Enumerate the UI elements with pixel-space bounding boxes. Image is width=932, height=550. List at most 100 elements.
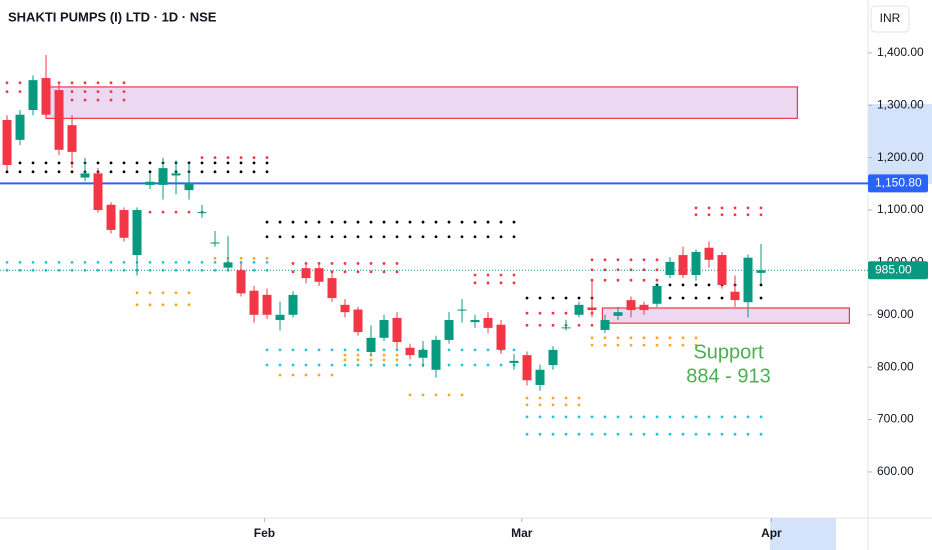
level-dot <box>720 296 724 300</box>
candle-body <box>522 355 532 381</box>
level-dot <box>395 270 399 274</box>
level-dot <box>655 278 659 282</box>
level-dot <box>473 348 477 352</box>
level-dot <box>265 363 269 367</box>
candle-body <box>535 369 545 385</box>
level-dot <box>148 161 152 165</box>
level-dot <box>44 161 48 165</box>
level-dot <box>499 363 503 367</box>
level-dot <box>291 235 295 239</box>
candle-body <box>353 309 363 333</box>
candle-body <box>717 255 727 285</box>
level-dot <box>109 90 113 94</box>
level-dot <box>590 258 594 262</box>
level-dot <box>96 261 100 264</box>
level-dot <box>603 268 607 272</box>
level-dot <box>161 291 165 295</box>
level-dot <box>746 206 750 210</box>
currency: INR <box>880 11 901 25</box>
level <box>291 262 399 265</box>
level-dot <box>265 220 269 224</box>
level-dot <box>317 262 321 265</box>
level-dot <box>213 156 217 160</box>
level-dot <box>668 283 672 287</box>
level-dot <box>252 256 256 260</box>
level-dot <box>239 156 243 160</box>
candle-body <box>561 327 571 329</box>
candle-body <box>327 278 337 299</box>
y-tick-label: 1,400.00 <box>877 45 924 59</box>
level-dot <box>525 415 529 419</box>
level <box>525 296 594 300</box>
candle-body <box>223 262 233 268</box>
level-dot <box>70 81 74 85</box>
level-dot <box>694 336 698 340</box>
level-dot <box>161 261 165 264</box>
candle-body <box>652 285 662 304</box>
level-dot <box>499 220 503 224</box>
level-dot <box>109 81 113 85</box>
level-dot <box>382 220 386 224</box>
level-dot <box>759 432 763 436</box>
candle-body <box>236 270 246 294</box>
candle-body <box>262 294 272 315</box>
level-dot <box>18 161 22 165</box>
y-tick-label: 1,200.00 <box>877 150 924 164</box>
level-dot <box>486 220 490 224</box>
level-dot <box>109 261 113 264</box>
title-bg <box>0 6 205 30</box>
level-dot <box>382 358 386 362</box>
level-dot <box>96 81 100 85</box>
price-label-bg <box>868 261 928 280</box>
level-dot <box>96 98 100 102</box>
x-tick-label: Feb <box>254 526 275 540</box>
level-dot <box>83 98 87 102</box>
level-dot <box>642 336 646 340</box>
candle-body <box>145 181 155 185</box>
level-dot <box>421 235 425 239</box>
level-dot <box>356 270 360 274</box>
level-dot <box>174 210 178 214</box>
level <box>265 348 516 352</box>
level-dot <box>616 415 620 419</box>
level-dot <box>330 235 334 239</box>
level-dot <box>109 170 113 174</box>
level-dot <box>122 98 126 102</box>
level-dot <box>5 81 9 85</box>
level-dot <box>70 90 74 94</box>
level-dot <box>44 268 48 272</box>
level-dot <box>733 415 737 419</box>
level-dot <box>135 291 139 295</box>
level-dot <box>590 336 594 340</box>
level-dot <box>343 348 347 352</box>
level-dot <box>343 262 347 265</box>
level-dot <box>473 281 477 285</box>
level <box>200 156 269 160</box>
level-dot <box>213 268 217 272</box>
level-dot <box>434 220 438 224</box>
level-dot <box>681 296 685 300</box>
level-dot <box>564 311 568 315</box>
level-dot <box>564 396 568 400</box>
level-dot <box>629 432 633 436</box>
level-dot <box>213 256 217 260</box>
level-dot <box>382 262 386 265</box>
level-dot <box>200 161 204 165</box>
candle-body <box>665 261 675 275</box>
level-dot <box>200 268 204 272</box>
level-dot <box>122 90 126 94</box>
level-dot <box>161 210 165 214</box>
level-dot <box>707 296 711 300</box>
level-dot <box>343 220 347 224</box>
level-dot <box>83 261 87 264</box>
level-dot <box>382 363 386 367</box>
currency-box[interactable] <box>870 5 910 33</box>
level-dot <box>369 363 373 367</box>
level-dot <box>369 358 373 362</box>
level-dot <box>642 258 646 262</box>
level-dot <box>317 363 321 367</box>
level-dot <box>707 415 711 419</box>
level-dot <box>291 363 295 367</box>
level-dot <box>135 303 139 307</box>
level <box>135 303 191 307</box>
